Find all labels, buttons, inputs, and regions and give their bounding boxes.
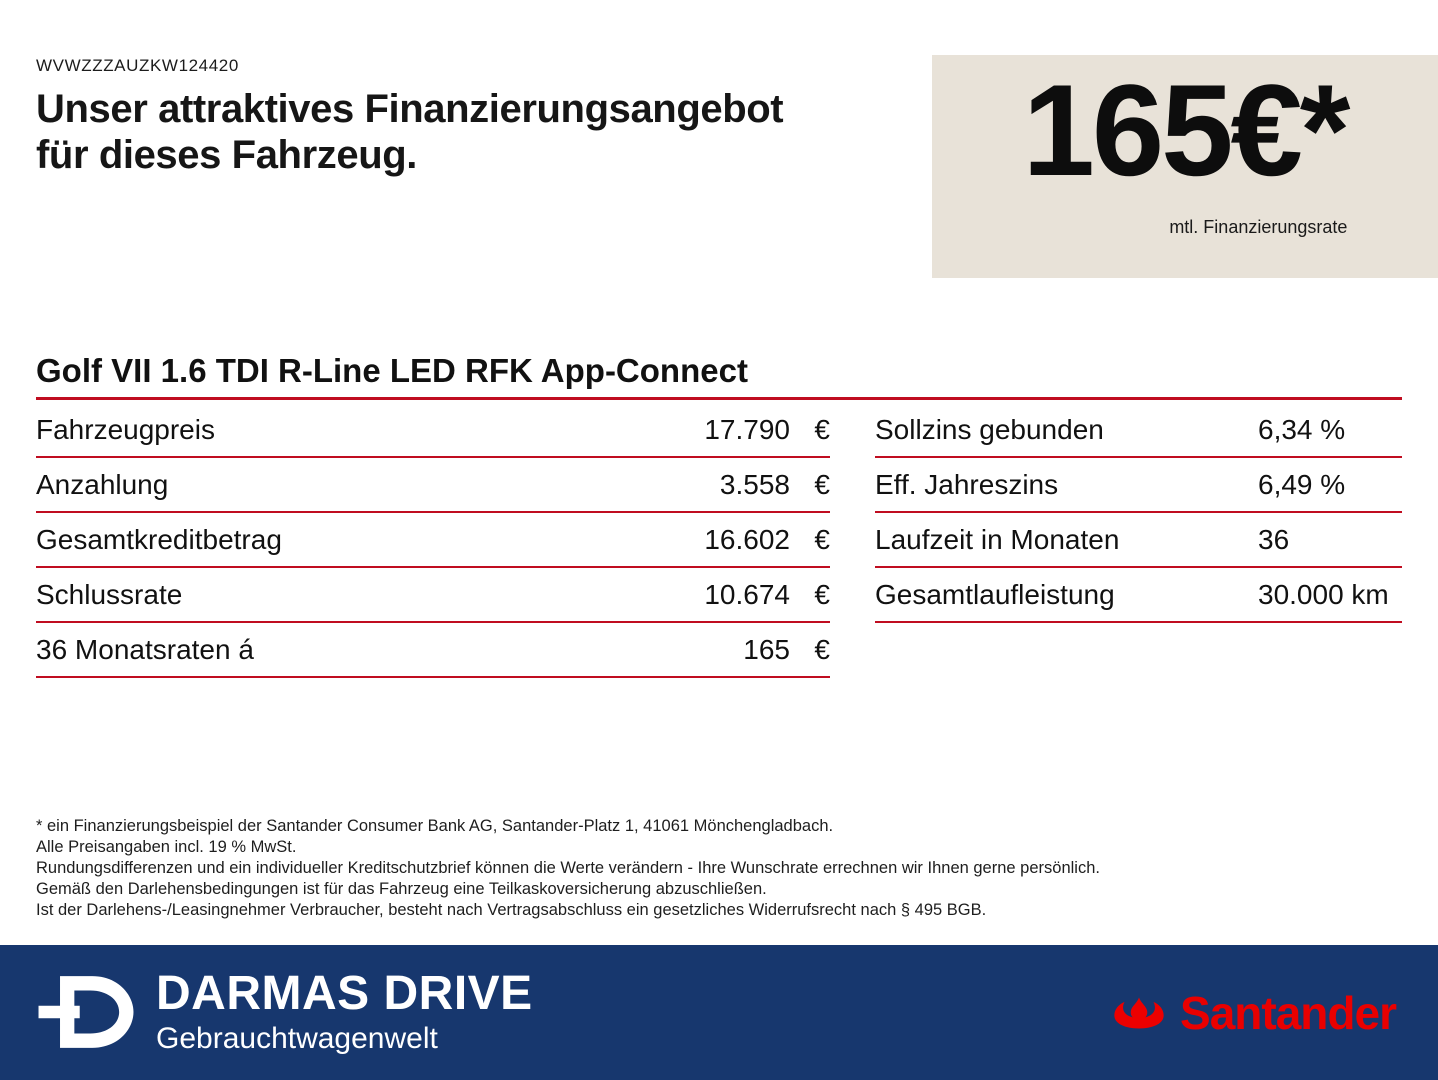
row-value: 17.790 <box>704 413 790 445</box>
table-row: Schlussrate 10.674 € <box>36 568 830 623</box>
row-value: 30.000 km <box>1258 578 1389 610</box>
table-row: Fahrzeugpreis 17.790 € <box>36 403 830 458</box>
bank-name: Santander <box>1180 986 1397 1039</box>
dealer-tagline: Gebrauchtwagenwelt <box>156 1022 438 1056</box>
monthly-rate-caption: mtl. Finanzierungsrate <box>1169 217 1348 237</box>
table-row: Gesamtlaufleistung 30.000 km <box>875 568 1402 623</box>
row-label: Laufzeit in Monaten <box>875 523 1120 555</box>
row-value: 6,49 % <box>1258 468 1346 500</box>
row-unit: € <box>814 468 830 500</box>
row-label: Eff. Jahreszins <box>875 468 1059 500</box>
disclaimer-text: * ein Finanzierungsbeispiel der Santande… <box>36 816 1236 921</box>
disclaimer-line: Gemäß den Darlehensbedingungen ist für d… <box>36 880 767 898</box>
row-unit: € <box>814 523 830 555</box>
row-label: Fahrzeugpreis <box>36 413 215 445</box>
table-row: Eff. Jahreszins 6,49 % <box>875 458 1402 513</box>
row-value: 165 <box>743 633 790 665</box>
finance-table-left-column: Fahrzeugpreis 17.790 € Anzahlung 3.558 €… <box>36 403 830 678</box>
table-row: Laufzeit in Monaten 36 <box>875 513 1402 568</box>
row-value: 16.602 <box>704 523 790 555</box>
table-row: Anzahlung 3.558 € <box>36 458 830 513</box>
row-unit: € <box>814 578 830 610</box>
disclaimer-line: Alle Preisangaben incl. 19 % MwSt. <box>36 838 297 856</box>
offer-headline-line2: für dieses Fahrzeug. <box>36 133 417 178</box>
dealer-text-block: DARMAS DRIVE Gebrauchtwagenwelt <box>156 966 533 1056</box>
monthly-rate-amount: 165€* <box>1022 57 1351 203</box>
dealer-name: DARMAS DRIVE <box>156 966 533 1020</box>
disclaimer-line: Ist der Darlehens-/Leasingnehmer Verbrau… <box>36 901 987 919</box>
row-value: 3.558 <box>719 468 790 500</box>
row-value: 10.674 <box>704 578 790 610</box>
dealer-branding: DARMAS DRIVE Gebrauchtwagenwelt <box>34 966 533 1056</box>
row-value: 6,34 % <box>1258 413 1346 445</box>
monthly-rate-box: 165€* mtl. Finanzierungsrate <box>932 55 1438 278</box>
row-label: 36 Monatsraten á <box>36 633 254 665</box>
vehicle-title: Golf VII 1.6 TDI R-Line LED RFK App-Conn… <box>36 352 1402 400</box>
table-row: 36 Monatsraten á 165 € <box>36 623 830 678</box>
finance-table-right-column: Sollzins gebunden 6,34 % Eff. Jahreszins… <box>875 403 1402 678</box>
row-value: 36 <box>1258 523 1290 555</box>
row-label: Gesamtlaufleistung <box>875 578 1115 610</box>
table-row: Sollzins gebunden 6,34 % <box>875 403 1402 458</box>
row-label: Anzahlung <box>36 468 169 500</box>
monthly-rate-inner: 165€* mtl. Finanzierungsrate <box>1022 55 1351 238</box>
footer-bar: DARMAS DRIVE Gebrauchtwagenwelt Santande… <box>0 945 1438 1080</box>
disclaimer-line: * ein Finanzierungsbeispiel der Santande… <box>36 817 834 835</box>
offer-headline-line1: Unser attraktives Finanzierungsangebot <box>36 87 784 131</box>
finance-table: Fahrzeugpreis 17.790 € Anzahlung 3.558 €… <box>36 403 1402 678</box>
offer-headline: Unser attraktives Finanzierungsangebot f… <box>36 86 936 179</box>
vehicle-vin: WVWZZZAUZKW124420 <box>36 56 239 75</box>
row-unit: € <box>814 633 830 665</box>
bank-branding: Santander <box>1110 986 1397 1040</box>
row-label: Schlussrate <box>36 578 183 610</box>
dealer-d-logo-icon <box>34 969 138 1055</box>
finance-table-column-gap <box>830 403 875 678</box>
disclaimer-line: Rundungsdifferenzen und ein individuelle… <box>36 859 1100 877</box>
row-label: Gesamtkreditbetrag <box>36 523 282 555</box>
row-label: Sollzins gebunden <box>875 413 1104 445</box>
table-row: Gesamtkreditbetrag 16.602 € <box>36 513 830 568</box>
santander-flame-icon <box>1110 994 1168 1032</box>
row-unit: € <box>814 413 830 445</box>
